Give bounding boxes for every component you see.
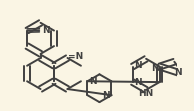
Text: HN: HN bbox=[139, 89, 154, 98]
Text: N: N bbox=[42, 26, 50, 35]
Text: N: N bbox=[151, 64, 159, 73]
Text: =N: =N bbox=[68, 52, 84, 61]
Text: N: N bbox=[102, 91, 110, 100]
Text: N: N bbox=[135, 78, 142, 87]
Text: N: N bbox=[175, 68, 182, 77]
Text: N: N bbox=[89, 77, 97, 86]
Text: N: N bbox=[134, 61, 142, 70]
